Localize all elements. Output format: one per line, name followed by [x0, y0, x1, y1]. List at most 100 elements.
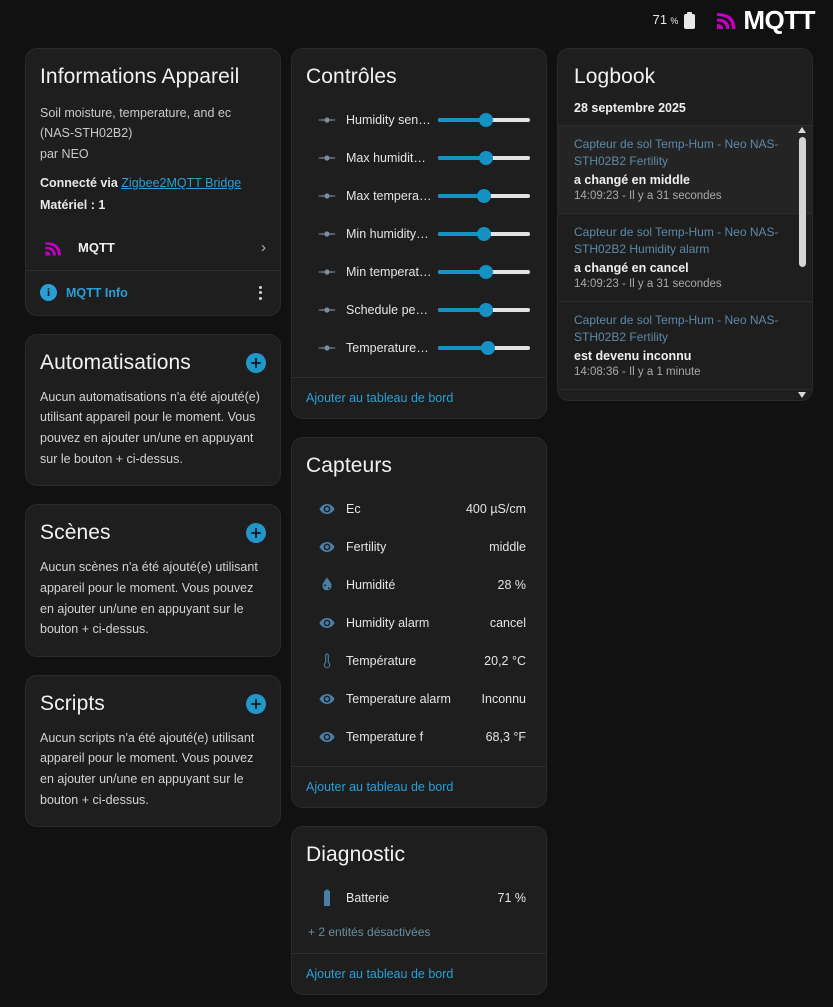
sensors-add-to-dashboard-link[interactable]: Ajouter au tableau de bord	[292, 766, 546, 807]
logbook-scroll-area: Capteur de sol Temp-Hum - Neo NAS-STH02B…	[558, 125, 812, 400]
control-label: Max temperat…	[346, 189, 435, 203]
control-label: Schedule peri…	[346, 303, 435, 317]
entity-label: Ec	[346, 502, 361, 516]
entity-row[interactable]: Ec 400 µS/cm	[306, 490, 532, 528]
control-label: Max humidity …	[346, 151, 436, 165]
control-row[interactable]: Schedule peri…	[306, 291, 532, 329]
entity-row[interactable]: Temperature f 68,3 °F	[306, 718, 532, 756]
device-manufacturer: par NEO	[40, 146, 89, 161]
logbook-entry-name[interactable]: Capteur de sol Temp-Hum - Neo NAS-STH02B…	[574, 225, 779, 257]
scroll-down-arrow-icon[interactable]	[798, 392, 806, 398]
logbook-date: 28 septembre 2025	[574, 101, 686, 115]
logbook-card: Logbook 28 septembre 2025 Capteur de sol…	[557, 48, 813, 401]
entity-label: Humidity alarm	[346, 616, 430, 630]
device-hardware: Matériel : 1	[40, 197, 106, 212]
device-description: Soil moisture, temperature, and ec (NAS-…	[40, 106, 232, 141]
entity-icon-wrap	[308, 727, 346, 747]
slider-thumb[interactable]	[477, 227, 491, 241]
control-label: Min humidity …	[346, 227, 433, 241]
slider-thumb[interactable]	[477, 189, 491, 203]
device-info-footer: i MQTT Info	[26, 271, 280, 315]
entity-row[interactable]: Temperature alarm Inconnu	[306, 680, 532, 718]
integration-row-mqtt[interactable]: MQTT ›	[26, 228, 280, 270]
scroll-up-arrow-icon[interactable]	[798, 127, 806, 133]
tune-slider-icon	[318, 231, 336, 237]
entity-label: Temperature alarm	[346, 692, 451, 706]
control-slider[interactable]	[438, 111, 530, 129]
control-slider[interactable]	[438, 149, 530, 167]
entity-value: cancel	[489, 616, 526, 630]
logbook-entry-name[interactable]: Capteur de sol Temp-Hum - Neo NAS-STH02B…	[574, 313, 779, 345]
logbook-header: Logbook	[558, 49, 812, 101]
entity-label: Température	[346, 654, 417, 668]
column-middle: Contrôles Humidity sens… Max humidity … Ma…	[291, 48, 547, 1007]
eye-icon	[319, 694, 335, 704]
controls-list: Humidity sens… Max humidity … Max temperat…	[306, 101, 532, 367]
scrollbar-thumb[interactable]	[799, 137, 806, 267]
column-left: Informations Appareil Soil moisture, tem…	[25, 48, 281, 845]
logbook-entry-name[interactable]: Capteur de sol Temp-Hum - Neo NAS-STH02B…	[574, 137, 779, 169]
logbook-entry[interactable]: Capteur de sol Temp-Hum - Neo NAS-STH02B…	[558, 213, 812, 301]
entity-icon-wrap	[308, 651, 346, 671]
control-row[interactable]: Min temperat…	[306, 253, 532, 291]
entity-row[interactable]: Humidity alarm cancel	[306, 604, 532, 642]
entity-row[interactable]: Fertility middle	[306, 528, 532, 566]
column-right: Logbook 28 septembre 2025 Capteur de sol…	[557, 48, 813, 419]
device-connected-via: Connecté via Zigbee2MQTT Bridge	[40, 176, 266, 190]
logbook-entry[interactable]: Capteur de sol Temp-Hum - Neo NAS-STH02B…	[558, 125, 812, 214]
entity-icon-wrap	[308, 575, 346, 595]
sensors-card: Capteurs Ec 400 µS/cm Fertility middle Humid…	[291, 437, 547, 808]
mqtt-signal-icon	[717, 13, 736, 29]
slider-thumb[interactable]	[478, 113, 493, 127]
add-automation-button[interactable]	[246, 352, 266, 373]
control-slider[interactable]	[438, 225, 530, 243]
slider-thumb[interactable]	[478, 265, 493, 279]
slider-thumb[interactable]	[478, 303, 493, 317]
logbook-entry[interactable]: Capteur de sol Temp-Hum - Neo NAS-STH02B…	[558, 301, 812, 389]
diagnostic-add-to-dashboard-link[interactable]: Ajouter au tableau de bord	[292, 953, 546, 994]
entity-row[interactable]: Batterie 71 %	[306, 879, 532, 917]
add-script-button[interactable]	[246, 693, 266, 714]
entity-value: middle	[489, 540, 526, 554]
integration-name: MQTT	[78, 240, 115, 256]
control-slider[interactable]	[438, 187, 530, 205]
more-vert-icon[interactable]	[255, 284, 266, 302]
scenes-card: Scènes Aucun scènes n'a été ajouté(e) ut…	[25, 504, 281, 657]
connected-via-label: Connecté via	[40, 175, 118, 190]
mqtt-signal-icon	[45, 241, 61, 256]
control-row[interactable]: Humidity sens…	[306, 101, 532, 139]
controls-card: Contrôles Humidity sens… Max humidity … Ma…	[291, 48, 547, 419]
control-row[interactable]: Min humidity …	[306, 215, 532, 253]
add-scene-button[interactable]	[246, 523, 266, 544]
disabled-entities-link[interactable]: + 2 entités désactivées	[308, 925, 431, 939]
page-header: 71 % MQTT	[0, 0, 833, 40]
mqtt-info-link[interactable]: MQTT Info	[66, 285, 128, 300]
eye-icon	[319, 732, 335, 742]
logbook-scrollbar[interactable]	[797, 125, 808, 400]
zigbee2mqtt-bridge-link[interactable]: Zigbee2MQTT Bridge	[121, 175, 242, 190]
logbook-entry[interactable]: Capteur de sol Temp-Hum - Neo NAS-STH02B…	[558, 389, 812, 400]
control-slider[interactable]	[438, 263, 530, 281]
water-percent-icon	[322, 577, 332, 591]
automations-card: Automatisations Aucun automatisations n'…	[25, 333, 281, 487]
entity-row[interactable]: Température 20,2 °C	[306, 642, 532, 680]
logbook-entry-time: 14:09:23 - Il y a 31 secondes	[574, 190, 722, 203]
slider-fill	[438, 194, 484, 198]
control-row[interactable]: Temperature …	[306, 329, 532, 367]
diagnostic-card: Diagnostic Batterie 71 % + 2 entités désa…	[291, 826, 547, 995]
slider-thumb[interactable]	[480, 341, 495, 355]
entity-icon-wrap	[308, 537, 346, 557]
entity-row[interactable]: Humidité 28 %	[306, 566, 532, 604]
slider-thumb[interactable]	[478, 151, 493, 165]
logbook-entry-state: est devenu inconnu	[574, 349, 692, 364]
control-slider[interactable]	[438, 301, 530, 319]
thermometer-icon	[323, 653, 331, 669]
logbook-entry-state: a changé en middle	[574, 173, 691, 188]
slider-fill	[438, 156, 486, 160]
entity-icon-wrap	[308, 613, 346, 633]
control-slider[interactable]	[438, 339, 530, 357]
logbook-entry-state: a changé en cancel	[574, 261, 689, 276]
controls-add-to-dashboard-link[interactable]: Ajouter au tableau de bord	[292, 377, 546, 418]
control-row[interactable]: Max humidity …	[306, 139, 532, 177]
control-row[interactable]: Max temperat…	[306, 177, 532, 215]
